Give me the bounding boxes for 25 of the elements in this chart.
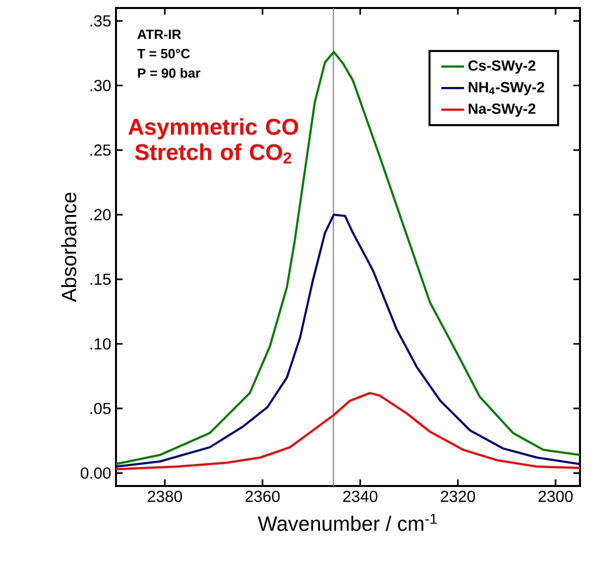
legend-label: NH$_{4}$-SWy-2: [468, 82, 544, 96]
annotation: ATR-IR: [137, 30, 182, 39]
y-tick-label: .25: [90, 144, 111, 156]
y-tick-label: .05: [90, 402, 111, 414]
y-tick-label: .10: [90, 338, 111, 350]
legend-label: Na-SWy-2: [468, 104, 536, 117]
y-tick-label: .15: [90, 274, 111, 285]
annotation: T = 50°C: [137, 48, 190, 58]
x-tick-label: 2320: [440, 490, 476, 502]
line-series: [116, 50, 580, 466]
x-tick-label: 2380: [148, 490, 182, 502]
legend-label: Cs-SWy-2: [468, 60, 536, 74]
y-axis-title: Absorbance: [61, 192, 76, 302]
annotation: Asymmetric CO Stretch of CO$_{2}$: [128, 118, 298, 164]
line-series: [116, 214, 580, 468]
y-tick-label: 0.00: [80, 467, 111, 479]
line-series: [116, 392, 580, 470]
y-tick-label: .20: [90, 209, 111, 220]
x-tick-label: 2360: [246, 490, 280, 502]
x-tick-label: 2300: [538, 490, 573, 502]
x-axis-title: Wavenumber / cm$^{-1}$: [258, 514, 437, 531]
x-tick-label: 2340: [343, 490, 378, 502]
y-tick-label: .30: [90, 80, 111, 92]
annotation: P = 90 bar: [138, 68, 200, 78]
y-tick-label: .35: [90, 15, 111, 27]
